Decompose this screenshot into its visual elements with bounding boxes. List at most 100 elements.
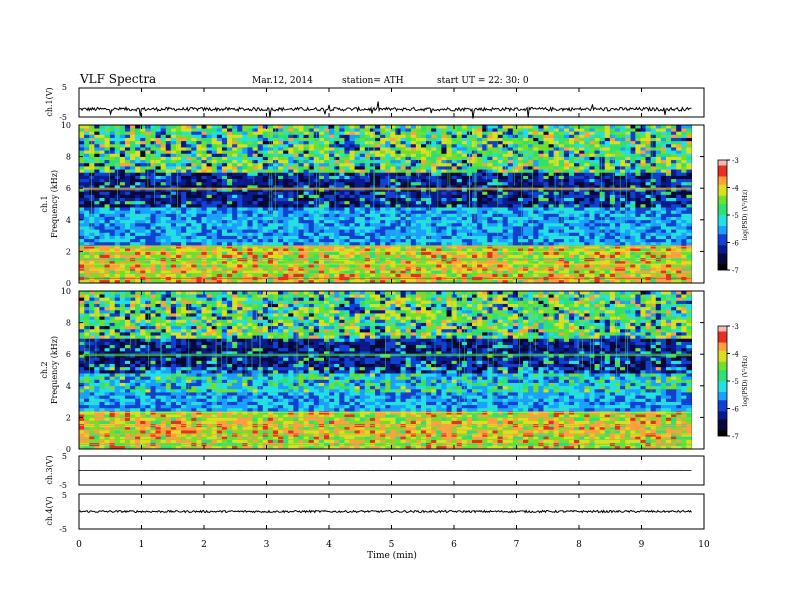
spectrogram-cell [553, 264, 560, 268]
spectrogram-cell [604, 197, 611, 202]
spectrogram-cell [278, 273, 284, 277]
spectrogram-cell [563, 241, 570, 246]
spectrogram-cell [625, 226, 631, 230]
spectrogram-cell [278, 166, 284, 170]
spectrogram-cell [175, 213, 182, 217]
spectrogram-cell [349, 169, 355, 173]
spectrogram-cell [186, 200, 192, 205]
spectrogram-cell [528, 153, 534, 157]
spectrogram-cell [395, 213, 401, 217]
spectrogram-cell [293, 216, 299, 221]
spectrogram-cell [170, 248, 177, 252]
spectrogram-cell [155, 232, 161, 236]
spectrogram-cell [620, 166, 626, 170]
spectrogram-cell [135, 219, 141, 224]
spectrogram-cell [650, 169, 657, 173]
spectrogram-cell [79, 156, 85, 161]
spectrogram-cell [283, 248, 289, 252]
spectrogram-cell [472, 260, 478, 265]
spectrogram-cell [558, 207, 565, 211]
spectrogram-cell [420, 213, 427, 217]
spectrogram-cell [676, 156, 682, 161]
spectrogram-cell [517, 235, 524, 240]
spectrogram-cell [405, 185, 412, 189]
spectrogram-cell [548, 175, 554, 180]
spectrogram-cell [405, 197, 412, 202]
spectrogram-cell [461, 279, 468, 284]
spectrogram-cell [609, 185, 616, 189]
spectrogram-cell [446, 260, 452, 265]
spectrogram-cell [538, 153, 544, 157]
spectrogram-cell [461, 210, 468, 214]
spectrogram-cell [140, 219, 146, 224]
spectrogram-cell [472, 254, 478, 259]
spectrogram-cell [150, 229, 156, 233]
spectrogram-cell [369, 219, 376, 224]
spectrogram-cell [487, 197, 493, 202]
spectrogram-cell [181, 264, 187, 268]
spectrogram-cell [630, 264, 636, 268]
spectrogram-cell [216, 207, 223, 211]
spectrogram-cell [431, 175, 437, 180]
spectrogram-cell [272, 210, 279, 214]
spectrogram-cell [415, 241, 422, 246]
spectrogram-cell [620, 204, 626, 208]
spectrogram-cell [538, 238, 544, 243]
spectrogram-cell [671, 213, 677, 217]
spectrogram-cell [553, 162, 560, 167]
spectrogram-cell [257, 156, 264, 161]
spectrogram-cell [482, 197, 488, 202]
spectrogram-cell [538, 226, 544, 230]
spectrogram-cell [324, 194, 330, 198]
spectrogram-cell [104, 191, 110, 195]
spectrogram-cell [676, 200, 682, 205]
spectrogram-cell [538, 191, 544, 195]
spectrogram-cell [181, 210, 187, 214]
spectrogram-cell [410, 169, 417, 173]
spectrogram-cell [625, 213, 631, 217]
spectrogram-cell [594, 172, 600, 176]
spectrogram-cell [482, 162, 488, 167]
spectrogram-cell [329, 169, 335, 173]
spectrogram-cell [288, 194, 294, 198]
spectrogram-cell [512, 175, 519, 180]
spectrogram-cell [477, 207, 483, 211]
spectrogram-cell [553, 279, 560, 284]
spectrogram-cell [145, 238, 151, 243]
spectrogram-cell [145, 226, 151, 230]
spectrogram-cell [614, 219, 621, 224]
spectrogram-cell [242, 172, 248, 176]
spectrogram-cell [293, 156, 299, 161]
spectrogram-cell [686, 273, 692, 277]
spectrogram-cell [242, 238, 248, 243]
spectrogram-cell [431, 238, 437, 243]
spectrogram-cell [385, 273, 391, 277]
spectrogram-cell [472, 251, 478, 255]
spectrogram-cell [339, 185, 345, 189]
spectrogram-cell [395, 238, 401, 243]
spectrogram-cell [635, 204, 641, 208]
spectrogram-cell [686, 232, 692, 236]
spectrogram-cell [344, 178, 350, 183]
spectrogram-cell [349, 213, 355, 217]
spectrogram-cell [267, 178, 274, 183]
spectrogram-cell [109, 241, 116, 246]
spectrogram-cell [216, 169, 223, 173]
spectrogram-cell [426, 194, 432, 198]
spectrogram-cell [237, 270, 243, 274]
spectrogram-cell [237, 279, 243, 284]
spectrogram-cell [135, 222, 141, 227]
spectrogram-cell [487, 270, 493, 274]
spectrogram-cell [436, 207, 442, 211]
spectrogram-cell [364, 172, 371, 176]
spectrogram-cell [201, 178, 207, 183]
spectrogram-cell [267, 264, 274, 268]
spectrogram-cell [135, 159, 141, 164]
spectrogram-cell [400, 248, 406, 252]
spectrogram-cell [620, 254, 626, 259]
spectrogram-cell [349, 191, 355, 195]
spectrogram-cell [329, 191, 335, 195]
spectrogram-cell [497, 216, 503, 221]
spectrogram-cell [262, 232, 269, 236]
